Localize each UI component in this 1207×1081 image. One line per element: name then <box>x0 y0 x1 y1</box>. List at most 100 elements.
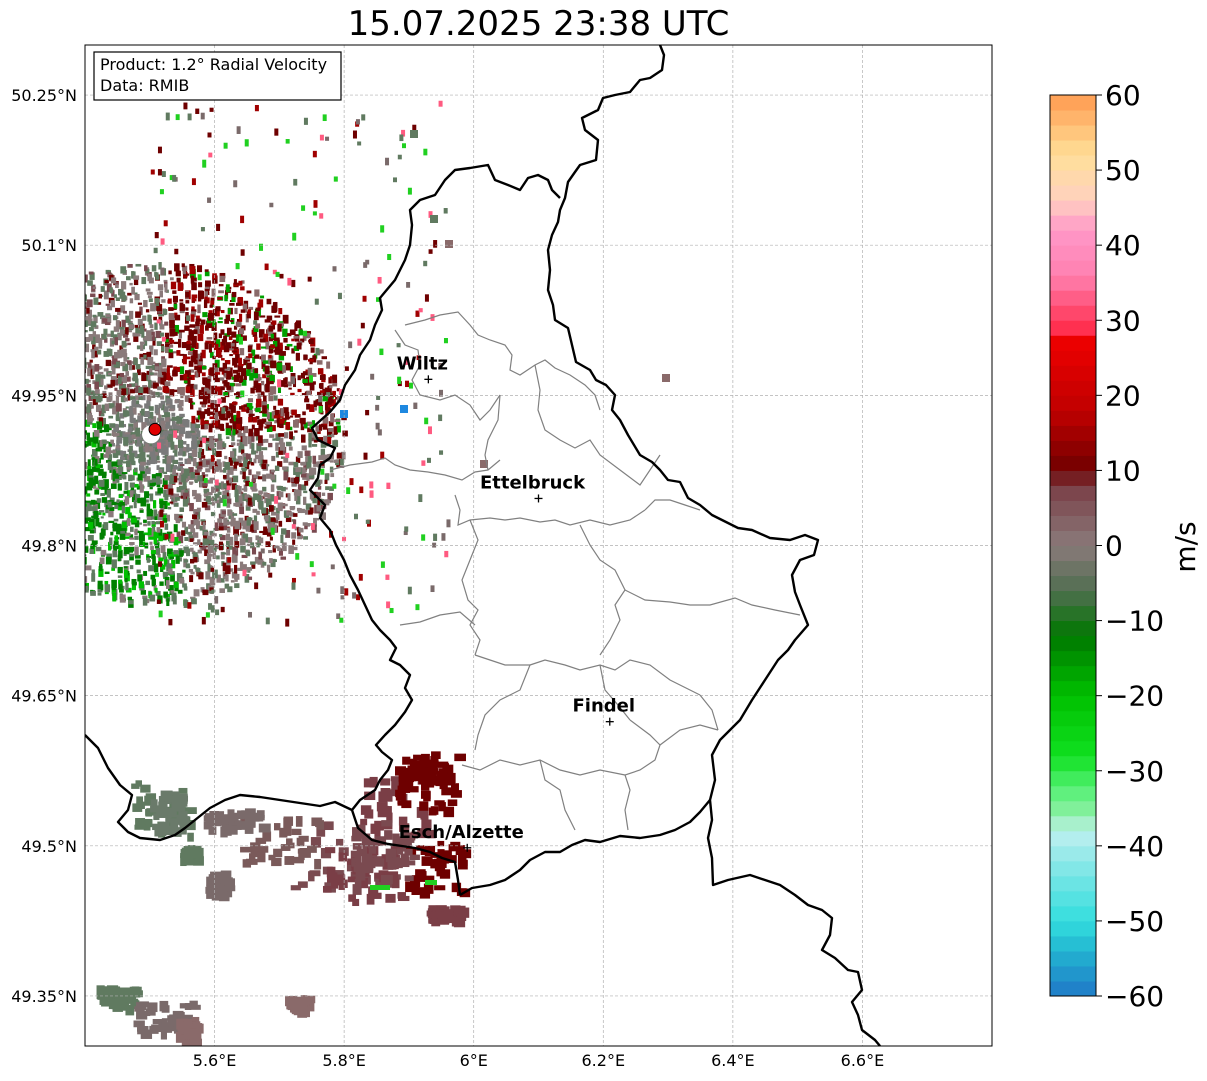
echo-cell <box>120 266 127 274</box>
echo-cell <box>161 336 166 342</box>
echo-cell <box>269 345 273 354</box>
echo-cell <box>236 318 241 324</box>
echo-cell <box>225 492 229 497</box>
echo-cell <box>17 366 22 371</box>
echo-cell <box>259 338 264 343</box>
echo-cell <box>204 378 211 387</box>
echo-cell <box>118 544 122 551</box>
echo-cell <box>68 354 74 357</box>
echo-cell <box>114 337 118 346</box>
echo-cell <box>33 314 37 323</box>
echo-cell <box>157 442 162 449</box>
echo-cell <box>45 446 50 451</box>
echo-cell <box>216 574 221 583</box>
echo-cell <box>425 771 436 782</box>
echo-cell <box>190 355 197 363</box>
echo-cell <box>166 398 172 404</box>
echo-cell <box>309 339 314 344</box>
echo-cell <box>336 388 340 392</box>
echo-cell <box>41 332 46 341</box>
echo-cell <box>172 351 177 354</box>
echo-cell <box>19 409 24 414</box>
echo-cell <box>277 502 283 512</box>
echo-cell <box>139 353 146 360</box>
echo-cell <box>161 445 166 453</box>
echo-cell <box>438 362 443 369</box>
echo-cell <box>398 816 408 826</box>
echo-cell <box>241 488 248 491</box>
echo-cell <box>268 494 275 502</box>
echo-cell <box>195 321 200 327</box>
echo-cell <box>121 295 127 302</box>
echo-cell <box>244 818 254 826</box>
echo-cell <box>365 409 370 416</box>
echo-cell <box>97 380 103 387</box>
echo-cell <box>107 372 112 376</box>
echo-cell <box>17 479 21 484</box>
echo-cell <box>19 419 22 426</box>
echo-cell <box>195 462 200 469</box>
echo-cell <box>300 338 305 343</box>
echo-cell <box>168 270 172 275</box>
echo-cell <box>159 290 164 298</box>
echo-cell <box>209 342 216 347</box>
echo-cell <box>395 789 403 798</box>
echo-cell <box>370 885 390 890</box>
echo-cell <box>257 476 264 480</box>
echo-cell <box>310 837 322 848</box>
echo-cell <box>230 442 236 446</box>
echo-cell <box>198 572 204 580</box>
echo-cell <box>149 420 155 423</box>
echo-cell <box>59 492 65 499</box>
echo-cell <box>151 336 155 341</box>
echo-cell <box>297 1006 308 1018</box>
echo-cell <box>195 557 200 562</box>
echo-cell <box>59 342 64 350</box>
echo-cell <box>98 293 103 299</box>
echo-cell <box>268 549 273 554</box>
echo-cell <box>34 314 38 319</box>
echo-cell <box>434 800 445 806</box>
echo-cell <box>110 379 115 387</box>
echo-cell <box>279 273 284 279</box>
echo-cell <box>234 347 239 350</box>
echo-cell <box>204 439 210 444</box>
echo-cell <box>177 417 182 420</box>
echo-cell <box>227 509 232 516</box>
echo-cell <box>71 443 75 446</box>
echo-cell <box>347 876 360 883</box>
echo-cell <box>285 517 292 523</box>
echo-cell <box>336 613 341 619</box>
echo-cell <box>420 790 431 799</box>
echo-cell <box>295 476 300 484</box>
echo-cell <box>205 612 210 618</box>
echo-cell <box>260 295 265 299</box>
echo-cell <box>211 385 218 395</box>
echo-cell <box>19 335 22 342</box>
echo-cell <box>190 520 195 526</box>
echo-cell <box>150 455 155 464</box>
echo-cell <box>166 531 173 538</box>
echo-cell <box>27 311 33 319</box>
echo-cell <box>295 495 301 505</box>
echo-cell <box>428 249 433 254</box>
echo-cell <box>122 475 127 480</box>
echo-cell <box>174 513 179 520</box>
echo-cell <box>11 463 15 472</box>
echo-cell <box>70 300 75 306</box>
echo-cell <box>205 340 211 344</box>
echo-cell <box>172 466 179 470</box>
echo-cell <box>215 818 227 826</box>
echo-cell <box>37 343 43 349</box>
echo-cell <box>192 489 197 497</box>
echo-cell <box>116 468 120 474</box>
echo-cell <box>45 298 48 300</box>
echo-cell <box>438 914 450 925</box>
echo-cell <box>70 366 73 372</box>
echo-cell <box>32 334 37 338</box>
echo-cell <box>319 374 326 380</box>
echo-cell <box>173 502 179 507</box>
echo-cell <box>428 211 433 218</box>
echo-cell <box>151 265 157 272</box>
